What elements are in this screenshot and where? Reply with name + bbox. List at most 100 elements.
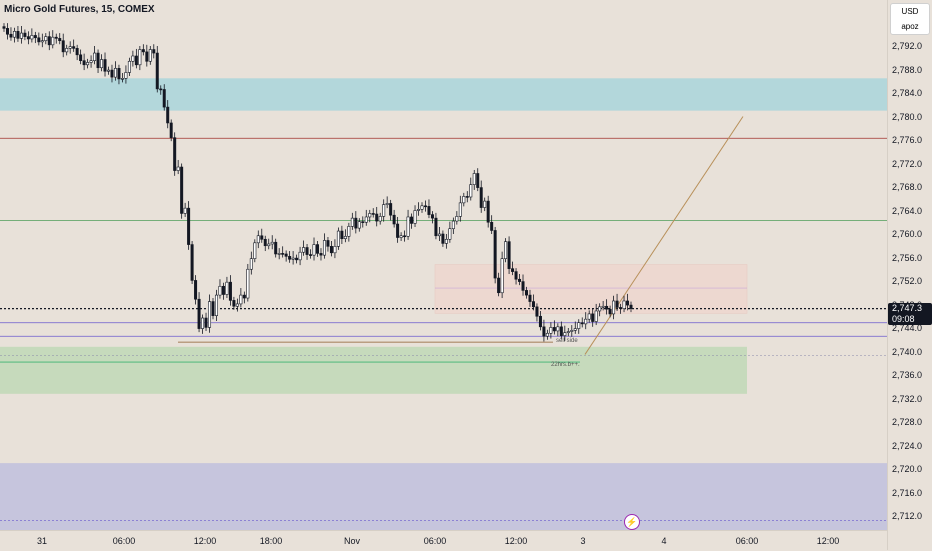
candle-body (465, 196, 469, 198)
candle-body (61, 40, 65, 53)
scale-mode-button[interactable]: apoz (901, 22, 919, 31)
candle-body (392, 214, 396, 225)
candle-body (23, 32, 27, 37)
current-price-value: 2,747.3 (892, 303, 923, 313)
candle-body (458, 202, 462, 217)
candle-body (96, 52, 100, 69)
candle-body (486, 200, 490, 223)
candle-body (389, 203, 393, 216)
lightning-icon[interactable]: ⚡ (624, 514, 640, 530)
candle-body (44, 36, 48, 42)
candle-body (354, 217, 358, 229)
candle-body (357, 221, 361, 229)
candle-body (274, 241, 278, 255)
candle-body (605, 305, 609, 310)
candle-body (430, 214, 434, 219)
price-tick-label: 2,776.0 (892, 135, 923, 145)
time-axis[interactable]: 31 06:00 12:00 18:00 Nov 06:00 12:00 3 4 06:00 12:… (0, 530, 887, 551)
candle-body (267, 243, 271, 247)
candle-body (570, 330, 574, 332)
candle-body (190, 244, 194, 281)
price-tick-label: 2,772.0 (892, 158, 923, 169)
price-tick-label: 2,792.0 (892, 41, 923, 51)
candle-body (329, 246, 333, 254)
candle-body (183, 207, 187, 214)
candle-body (235, 303, 239, 307)
candle-body (518, 278, 522, 282)
time-tick-label: 12:00 (193, 536, 217, 546)
candle-body (40, 40, 44, 43)
candle-body (615, 300, 619, 308)
candle-body (552, 327, 556, 332)
candle-body (507, 241, 511, 269)
price-tick-label: 2,736.0 (892, 370, 923, 380)
candle-body (169, 122, 173, 138)
candle-body (423, 205, 427, 208)
price-tick-label: 2,744.0 (892, 323, 923, 333)
price-tick-label: 2,752.0 (892, 276, 923, 286)
candle-body (410, 216, 414, 224)
candle-body (75, 48, 79, 56)
candle-body (556, 326, 560, 332)
candle-body (117, 68, 121, 80)
candle-body (587, 313, 591, 320)
zone-1 (0, 346, 747, 394)
candle-body (253, 242, 257, 259)
candle-body (12, 31, 16, 38)
candle-body (584, 318, 588, 325)
candle-body (246, 268, 250, 299)
candle-body (68, 46, 72, 49)
candle-body (214, 294, 218, 316)
candle-body (138, 49, 142, 66)
candle-body (364, 216, 368, 223)
candle-body (47, 36, 51, 46)
candle-body (89, 60, 93, 63)
candle-body (375, 213, 379, 222)
candle-body (559, 326, 563, 336)
candle-body (361, 221, 365, 223)
price-tick-label: 2,724.0 (892, 440, 923, 451)
candle-body (497, 277, 501, 294)
candle-body (120, 78, 124, 80)
candle-body (437, 233, 441, 237)
candle-body (218, 285, 222, 296)
price-chart[interactable] (0, 0, 887, 530)
time-tick-label: Nov (343, 536, 361, 546)
candle-body (333, 246, 337, 254)
candle-body (201, 317, 205, 329)
candle-body (309, 254, 313, 256)
candle-body (444, 238, 448, 244)
candle-body (483, 200, 487, 208)
candle-body (427, 206, 431, 215)
candle-body (107, 69, 111, 72)
candle-body (5, 28, 9, 35)
candle-body (113, 68, 117, 78)
price-axis[interactable]: 2,792.0 2,788.0 2,784.0 2,780.0 2,776.0 2,772… (887, 0, 932, 550)
candle-body (232, 300, 236, 307)
candle-body (396, 223, 400, 238)
currency-button[interactable]: USD (901, 7, 919, 16)
candle-body (594, 310, 598, 322)
candle-body (148, 49, 152, 62)
candle-body (378, 216, 382, 222)
candle-body (399, 235, 403, 238)
time-tick-label: 06:00 (423, 536, 447, 546)
candle-body (204, 317, 208, 328)
candle-body (350, 217, 354, 227)
price-tick-label: 2,712.0 (892, 511, 923, 521)
candle-body (26, 36, 30, 40)
symbol-title[interactable]: Micro Gold Futures, 15, COMEX (4, 4, 155, 15)
candle-body (221, 285, 225, 295)
candle-body (521, 281, 525, 291)
sell-side-label: sell side (556, 338, 578, 344)
candle-body (302, 247, 306, 253)
time-tick-label: 12:00 (816, 536, 840, 546)
chart-area[interactable]: Micro Gold Futures, 15, COMEX sell side … (0, 0, 887, 530)
axis-controls[interactable]: USD apoz (890, 3, 930, 35)
candle-body (19, 32, 23, 39)
candle-body (281, 253, 285, 255)
candle-body (176, 166, 180, 171)
candle-body (141, 49, 145, 53)
candle-body (72, 46, 76, 49)
candle-body (382, 204, 386, 217)
